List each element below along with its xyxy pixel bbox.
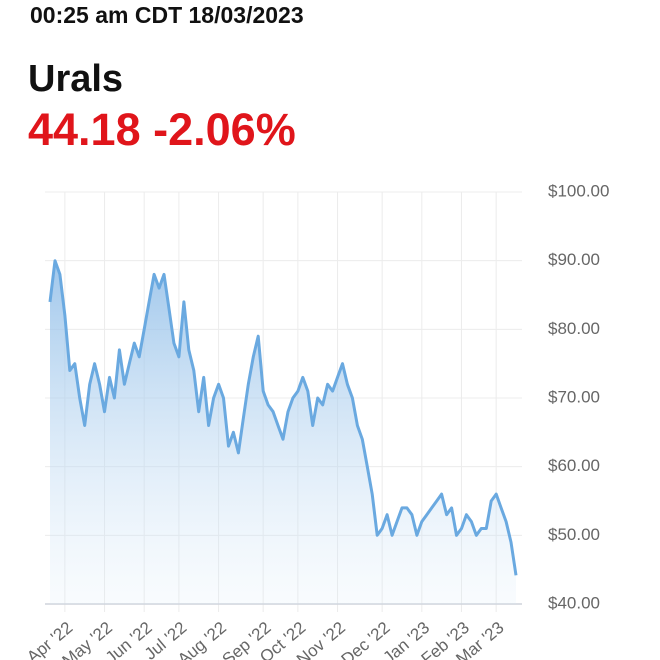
y-tick-label: $50.00 bbox=[548, 525, 600, 544]
y-tick-label: $70.00 bbox=[548, 387, 600, 406]
y-tick-label: $60.00 bbox=[548, 456, 600, 475]
change: -2.06% bbox=[153, 104, 296, 155]
chart: $40.00 $50.00 $60.00 $70.00 $80.00 $90.00 $100… bbox=[23, 181, 609, 660]
y-tick-label: $40.00 bbox=[548, 593, 600, 612]
timestamp: 00:25 am CDT 18/03/2023 bbox=[30, 2, 304, 28]
instrument-name: Urals bbox=[28, 58, 123, 100]
y-tick-label: $100.00 bbox=[548, 181, 609, 200]
y-tick-label: $80.00 bbox=[548, 319, 600, 338]
price-line bbox=[48, 259, 518, 576]
y-tick-label: $90.00 bbox=[548, 250, 600, 269]
price-line: 44.18 -2.06% bbox=[28, 104, 296, 155]
price: 44.18 bbox=[28, 104, 141, 155]
